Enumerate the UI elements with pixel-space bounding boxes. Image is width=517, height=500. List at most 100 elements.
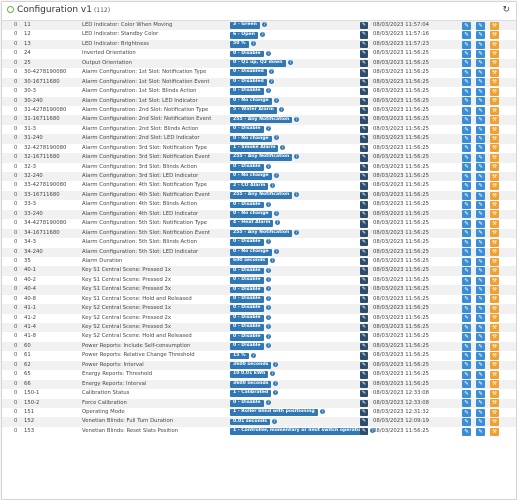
edit-alt-button[interactable]: ✎: [476, 59, 485, 68]
edit-pen-icon[interactable]: ✎: [360, 399, 368, 407]
edit-pen-icon[interactable]: ✎: [360, 333, 368, 341]
wrench-button[interactable]: ⚒: [490, 323, 499, 332]
edit-alt-button[interactable]: ✎: [476, 50, 485, 58]
wrench-button[interactable]: ⚒: [490, 427, 499, 436]
edit-pen-icon[interactable]: ✎: [360, 295, 368, 304]
edit-button[interactable]: ✎: [462, 31, 471, 40]
wrench-button[interactable]: ⚒: [490, 182, 499, 191]
edit-button[interactable]: ✎: [462, 295, 471, 304]
edit-alt-button[interactable]: ✎: [476, 153, 485, 162]
edit-pen-icon[interactable]: ✎: [360, 305, 368, 313]
wrench-button[interactable]: ⚒: [490, 153, 499, 162]
help-icon[interactable]: ?: [266, 50, 271, 56]
wrench-button[interactable]: ⚒: [490, 97, 499, 106]
edit-alt-button[interactable]: ✎: [476, 418, 485, 427]
wrench-button[interactable]: ⚒: [490, 59, 499, 68]
edit-button[interactable]: ✎: [462, 323, 471, 332]
edit-alt-button[interactable]: ✎: [476, 125, 485, 134]
help-icon[interactable]: ?: [274, 97, 279, 103]
edit-pen-icon[interactable]: ✎: [360, 408, 368, 417]
edit-alt-button[interactable]: ✎: [476, 201, 485, 209]
edit-pen-icon[interactable]: ✎: [360, 267, 368, 275]
help-icon[interactable]: ?: [294, 154, 299, 160]
edit-alt-button[interactable]: ✎: [476, 295, 485, 304]
edit-alt-button[interactable]: ✎: [476, 314, 485, 323]
help-icon[interactable]: ?: [251, 41, 256, 47]
edit-alt-button[interactable]: ✎: [476, 361, 485, 370]
wrench-button[interactable]: ⚒: [490, 380, 499, 389]
refresh-icon[interactable]: ↻: [502, 5, 510, 15]
help-icon[interactable]: ?: [266, 324, 271, 330]
edit-button[interactable]: ✎: [462, 342, 471, 351]
edit-alt-button[interactable]: ✎: [476, 144, 485, 153]
wrench-button[interactable]: ⚒: [490, 106, 499, 115]
wrench-button[interactable]: ⚒: [490, 134, 499, 143]
help-icon[interactable]: ?: [269, 69, 274, 75]
wrench-button[interactable]: ⚒: [490, 144, 499, 153]
help-icon[interactable]: ?: [274, 173, 279, 179]
edit-pen-icon[interactable]: ✎: [360, 135, 368, 143]
wrench-button[interactable]: ⚒: [490, 87, 499, 96]
edit-alt-button[interactable]: ✎: [476, 31, 485, 40]
wrench-button[interactable]: ⚒: [490, 370, 499, 379]
edit-pen-icon[interactable]: ✎: [360, 229, 368, 238]
edit-pen-icon[interactable]: ✎: [360, 191, 368, 200]
edit-pen-icon[interactable]: ✎: [360, 31, 368, 39]
edit-button[interactable]: ✎: [462, 87, 471, 96]
help-icon[interactable]: ?: [279, 107, 284, 113]
edit-button[interactable]: ✎: [462, 59, 471, 68]
edit-pen-icon[interactable]: ✎: [360, 314, 368, 322]
wrench-button[interactable]: ⚒: [490, 191, 499, 200]
help-icon[interactable]: ?: [273, 380, 278, 386]
edit-pen-icon[interactable]: ✎: [360, 361, 368, 370]
help-icon[interactable]: ?: [269, 78, 274, 84]
wrench-button[interactable]: ⚒: [490, 352, 499, 360]
edit-pen-icon[interactable]: ✎: [360, 342, 368, 351]
wrench-button[interactable]: ⚒: [490, 295, 499, 304]
edit-pen-icon[interactable]: ✎: [360, 239, 368, 247]
edit-button[interactable]: ✎: [462, 427, 471, 436]
edit-button[interactable]: ✎: [462, 238, 471, 247]
edit-pen-icon[interactable]: ✎: [360, 220, 368, 228]
edit-alt-button[interactable]: ✎: [476, 427, 485, 436]
help-icon[interactable]: ?: [274, 135, 279, 141]
wrench-button[interactable]: ⚒: [490, 125, 499, 134]
help-icon[interactable]: ?: [262, 22, 267, 28]
help-icon[interactable]: ?: [266, 267, 271, 273]
help-icon[interactable]: ?: [274, 248, 279, 254]
help-icon[interactable]: ?: [266, 126, 271, 131]
edit-pen-icon[interactable]: ✎: [360, 182, 368, 190]
help-icon[interactable]: ?: [320, 409, 325, 415]
edit-pen-icon[interactable]: ✎: [360, 427, 368, 436]
edit-alt-button[interactable]: ✎: [476, 87, 485, 96]
edit-pen-icon[interactable]: ✎: [360, 248, 368, 256]
edit-pen-icon[interactable]: ✎: [360, 144, 368, 153]
edit-pen-icon[interactable]: ✎: [360, 418, 368, 426]
wrench-button[interactable]: ⚒: [490, 333, 499, 342]
edit-pen-icon[interactable]: ✎: [360, 59, 368, 68]
help-icon[interactable]: ?: [260, 31, 265, 37]
help-icon[interactable]: ?: [266, 239, 271, 245]
edit-pen-icon[interactable]: ✎: [360, 78, 368, 87]
wrench-button[interactable]: ⚒: [490, 285, 499, 294]
edit-button[interactable]: ✎: [462, 172, 471, 181]
wrench-button[interactable]: ⚒: [490, 172, 499, 181]
edit-button[interactable]: ✎: [462, 182, 471, 191]
edit-pen-icon[interactable]: ✎: [360, 125, 368, 134]
wrench-button[interactable]: ⚒: [490, 314, 499, 323]
edit-alt-button[interactable]: ✎: [476, 333, 485, 342]
edit-button[interactable]: ✎: [462, 78, 471, 87]
edit-button[interactable]: ✎: [462, 40, 471, 49]
edit-button[interactable]: ✎: [462, 276, 471, 285]
wrench-button[interactable]: ⚒: [490, 210, 499, 219]
edit-alt-button[interactable]: ✎: [476, 116, 485, 125]
edit-alt-button[interactable]: ✎: [476, 97, 485, 106]
edit-button[interactable]: ✎: [462, 333, 471, 342]
help-icon[interactable]: ?: [270, 182, 275, 188]
edit-pen-icon[interactable]: ✎: [360, 69, 368, 77]
edit-alt-button[interactable]: ✎: [476, 40, 485, 49]
edit-pen-icon[interactable]: ✎: [360, 106, 368, 115]
wrench-button[interactable]: ⚒: [490, 219, 499, 228]
edit-button[interactable]: ✎: [462, 201, 471, 209]
edit-alt-button[interactable]: ✎: [476, 352, 485, 360]
